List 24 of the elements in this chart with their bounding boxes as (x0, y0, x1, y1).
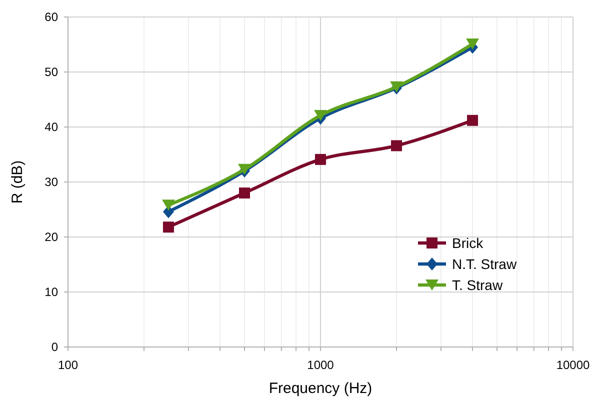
legend-label: Brick (452, 235, 484, 251)
point (238, 188, 250, 198)
y-tick-label: 50 (44, 65, 58, 79)
y-tick-label: 10 (44, 285, 58, 299)
point (467, 114, 478, 126)
y-tick-label: 60 (44, 10, 58, 24)
point (238, 164, 251, 175)
point (391, 140, 402, 152)
y-tick-label: 30 (44, 175, 58, 189)
y-tick-label: 0 (51, 340, 58, 354)
point (314, 110, 327, 121)
y-tick-label: 20 (44, 230, 58, 244)
x-tick-label: 1000 (307, 358, 334, 372)
x-axis-title: Frequency (Hz) (268, 380, 372, 397)
point (162, 222, 174, 233)
y-axis-title: R (dB) (9, 160, 26, 204)
point (466, 38, 480, 50)
x-tick-label: 100 (58, 358, 78, 372)
point (315, 154, 326, 165)
y-tick-label: 40 (44, 120, 58, 134)
legend-label: N.T. Straw (452, 256, 518, 272)
point (162, 200, 175, 211)
x-tick-label: 10000 (556, 358, 590, 372)
legend-label: T. Straw (452, 277, 504, 293)
